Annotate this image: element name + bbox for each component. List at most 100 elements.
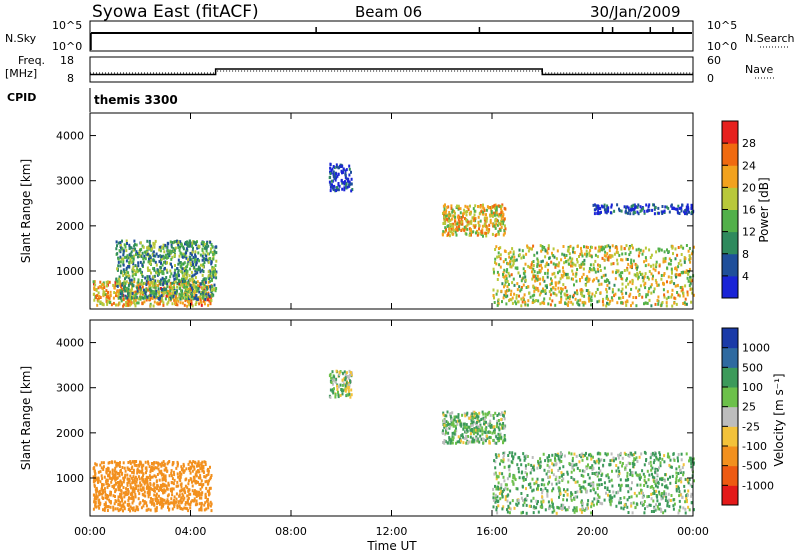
data-cell — [170, 497, 173, 501]
data-cell — [677, 262, 680, 265]
data-cell — [517, 467, 520, 470]
data-cell — [673, 458, 676, 462]
data-cell — [667, 492, 670, 496]
data-cell — [459, 207, 462, 211]
data-cell — [680, 458, 683, 462]
data-cell — [494, 261, 496, 264]
data-cell — [154, 279, 157, 283]
data-cell — [131, 267, 134, 271]
data-cell — [142, 504, 145, 508]
data-cell — [642, 249, 645, 253]
data-cell — [502, 456, 505, 460]
data-cell — [640, 208, 643, 212]
data-cell — [183, 487, 186, 491]
data-cell — [347, 386, 350, 389]
data-cell — [523, 458, 526, 462]
data-cell — [503, 417, 506, 421]
data-cell — [570, 476, 573, 479]
data-cell — [626, 277, 628, 281]
data-cell — [125, 259, 128, 263]
data-cell — [629, 250, 632, 254]
data-cell — [495, 217, 498, 221]
data-cell — [469, 204, 471, 208]
data-cell — [530, 266, 533, 270]
data-cell — [661, 301, 664, 304]
data-cell — [620, 301, 623, 305]
data-cell — [152, 462, 155, 466]
data-cell — [444, 414, 447, 418]
data-cell — [119, 243, 122, 247]
data-cell — [201, 258, 204, 262]
data-cell — [169, 289, 172, 293]
data-cell — [645, 203, 648, 207]
data-cell — [482, 212, 485, 216]
data-cell — [96, 495, 99, 499]
data-cell — [207, 270, 210, 274]
data-cell — [145, 486, 148, 490]
data-cell — [587, 463, 589, 467]
data-cell — [489, 206, 491, 209]
data-cell — [469, 428, 472, 432]
data-cell — [346, 393, 349, 397]
data-cell — [151, 498, 154, 502]
data-cell — [214, 272, 217, 276]
data-cell — [680, 206, 683, 210]
data-cell — [193, 279, 196, 283]
data-cell — [147, 493, 150, 497]
data-cell — [174, 298, 177, 302]
data-cell — [342, 170, 344, 174]
data-cell — [557, 281, 560, 285]
data-cell — [532, 273, 535, 277]
data-cell — [207, 293, 210, 297]
data-cell — [498, 422, 501, 426]
data-cell — [572, 262, 575, 266]
data-cell — [149, 304, 152, 308]
data-cell — [116, 472, 119, 476]
data-cell — [206, 489, 209, 493]
data-cell — [605, 294, 608, 298]
data-cell — [93, 496, 96, 500]
data-cell — [649, 460, 652, 464]
data-cell — [657, 211, 660, 215]
data-cell — [155, 466, 158, 470]
data-cell — [130, 260, 133, 264]
data-cell — [131, 492, 134, 495]
data-cell — [125, 280, 128, 284]
data-cell — [213, 249, 216, 253]
data-cell — [92, 292, 95, 296]
data-cell — [132, 508, 134, 512]
data-cell — [124, 490, 127, 494]
data-cell — [524, 498, 526, 502]
data-cell — [517, 501, 520, 505]
data-cell — [139, 293, 142, 297]
data-cell — [560, 503, 563, 507]
data-cell — [608, 494, 611, 498]
data-cell — [115, 303, 117, 307]
data-cell — [102, 281, 105, 285]
data-cell — [92, 507, 95, 511]
data-cell — [194, 461, 197, 465]
data-cell — [198, 290, 201, 294]
data-cell — [625, 244, 628, 248]
data-cell — [448, 234, 451, 238]
data-cell — [633, 211, 636, 215]
data-cell — [101, 302, 104, 306]
data-cell — [623, 503, 626, 507]
data-cell — [528, 246, 531, 250]
data-cell — [197, 461, 200, 465]
data-cell — [500, 207, 503, 211]
data-cell — [667, 206, 670, 210]
data-cell — [609, 459, 612, 463]
data-cell — [614, 292, 617, 296]
data-cell — [483, 417, 486, 421]
data-cell — [449, 414, 452, 418]
data-cell — [443, 423, 446, 427]
data-cell — [669, 465, 672, 469]
data-cell — [133, 460, 136, 463]
data-cell — [348, 373, 351, 377]
data-cell — [497, 481, 500, 485]
data-cell — [178, 282, 181, 286]
colorbar-cell — [722, 143, 738, 166]
data-cell — [107, 296, 110, 300]
data-cell — [579, 508, 582, 512]
